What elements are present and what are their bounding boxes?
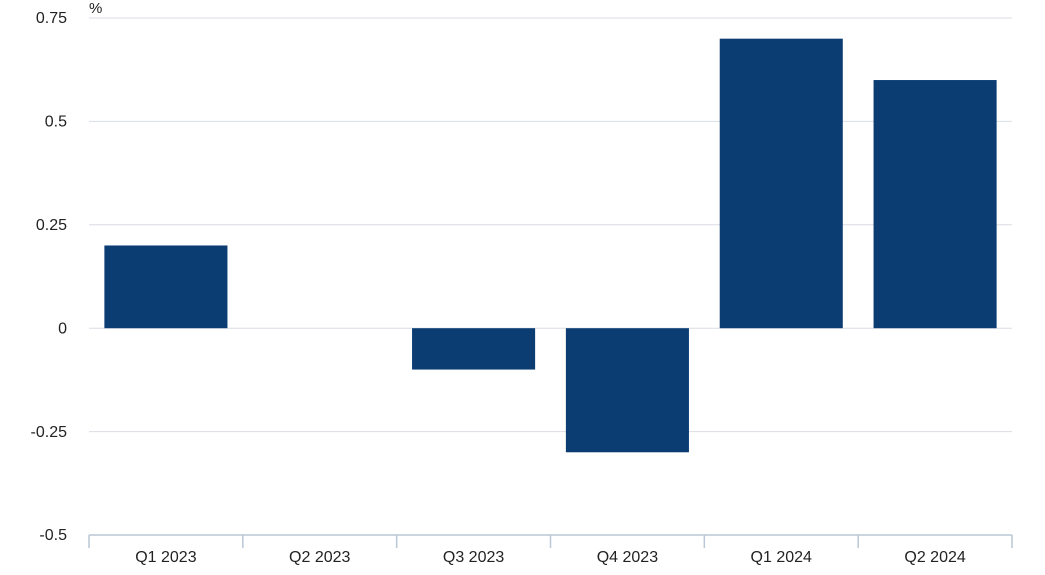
bar-q2-2024 [873,80,997,329]
x-tick-label: Q4 2023 [597,549,658,566]
bar-q1-2023 [104,245,228,329]
bar-q3-2023 [412,328,536,370]
x-tick-label: Q1 2024 [751,549,812,566]
bar-q1-2024 [719,38,843,329]
x-tick-label: Q3 2023 [443,549,504,566]
y-axis: 0.75 0.5 0.25 0 -0.25 -0.5 [31,10,68,544]
y-tick-label: -0.25 [31,424,68,441]
bars [104,38,997,453]
bar-q4-2023 [565,328,689,453]
x-tick-label: Q2 2024 [904,549,965,566]
y-tick-label: 0.5 [45,114,67,131]
y-tick-label: -0.5 [39,527,67,544]
x-axis: Q1 2023 Q2 2023 Q3 2023 Q4 2023 Q1 2024 Q2 20… [88,534,1013,566]
x-tick-label: Q1 2023 [135,549,196,566]
y-tick-label: 0.75 [36,10,67,27]
y-axis-unit: % [89,0,102,17]
y-tick-label: 0.25 [36,217,67,234]
gridlines [89,17,1012,433]
y-tick-label: 0 [58,320,67,337]
x-tick-label: Q2 2023 [289,549,350,566]
